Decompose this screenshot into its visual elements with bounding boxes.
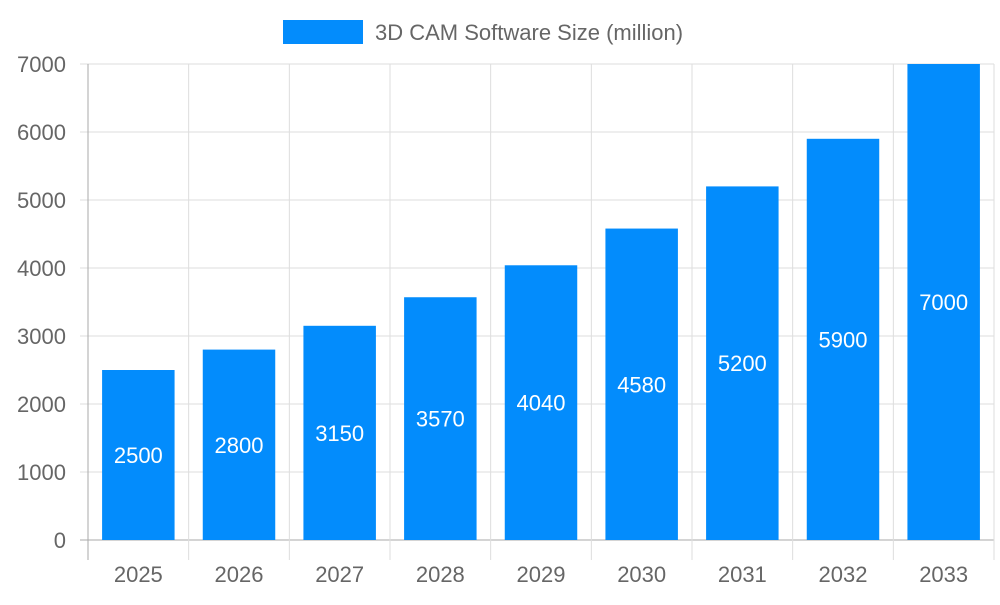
- bar[interactable]: [404, 297, 477, 540]
- bar[interactable]: [102, 370, 175, 540]
- x-tick-label: 2029: [517, 562, 566, 587]
- data-label: 2500: [114, 443, 163, 468]
- bar[interactable]: [706, 186, 779, 540]
- x-tick-label: 2026: [215, 562, 264, 587]
- x-tick-label: 2027: [315, 562, 364, 587]
- x-tick-label: 2030: [617, 562, 666, 587]
- y-tick-label: 5000: [17, 188, 66, 213]
- y-tick-label: 0: [54, 528, 66, 553]
- x-tick-label: 2032: [819, 562, 868, 587]
- bar[interactable]: [806, 138, 880, 541]
- data-label: 4580: [617, 372, 666, 397]
- legend-label[interactable]: 3D CAM Software Size (million): [375, 20, 683, 45]
- y-tick-label: 3000: [17, 324, 66, 349]
- data-label: 4040: [517, 391, 566, 416]
- data-label: 5200: [718, 351, 767, 376]
- x-tick-label: 2025: [114, 562, 163, 587]
- data-label: 2800: [215, 433, 264, 458]
- data-label: 3150: [315, 421, 364, 446]
- bar[interactable]: [202, 349, 276, 540]
- y-tick-label: 7000: [17, 52, 66, 77]
- y-tick-label: 1000: [17, 460, 66, 485]
- legend-swatch[interactable]: [283, 20, 363, 44]
- data-label: 3570: [416, 407, 465, 432]
- bar[interactable]: [907, 64, 980, 540]
- bar[interactable]: [605, 228, 678, 540]
- data-label: 5900: [819, 327, 868, 352]
- bar[interactable]: [504, 265, 578, 540]
- x-tick-label: 2033: [919, 562, 968, 587]
- y-tick-label: 6000: [17, 120, 66, 145]
- x-tick-label: 2031: [718, 562, 767, 587]
- y-tick-label: 4000: [17, 256, 66, 281]
- data-label: 7000: [919, 290, 968, 315]
- x-tick-label: 2028: [416, 562, 465, 587]
- bar[interactable]: [303, 325, 376, 540]
- y-tick-label: 2000: [17, 392, 66, 417]
